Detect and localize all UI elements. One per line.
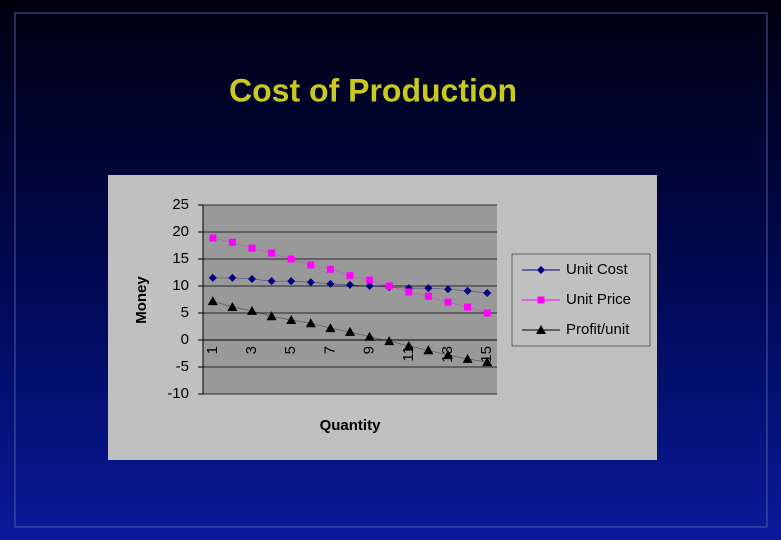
data-point <box>405 288 413 296</box>
data-point <box>444 285 452 294</box>
data-point <box>305 318 316 328</box>
y-tick-label: 5 <box>181 304 189 321</box>
data-point <box>268 249 276 257</box>
y-tick-label: 0 <box>181 331 189 348</box>
data-point <box>228 273 237 282</box>
x-tick-label: 7 <box>321 346 338 354</box>
slide-frame <box>14 12 768 528</box>
y-tick-label: 10 <box>172 277 189 294</box>
data-point <box>208 273 217 282</box>
data-point <box>464 303 472 311</box>
data-point <box>287 277 296 286</box>
y-tick-label: -10 <box>167 385 189 402</box>
data-point <box>326 279 335 288</box>
data-point <box>346 272 354 280</box>
data-point <box>325 323 336 333</box>
data-point <box>286 315 297 325</box>
data-point <box>207 296 218 306</box>
y-tick-label: -5 <box>176 358 189 375</box>
data-point <box>267 277 276 286</box>
data-point <box>424 284 433 293</box>
data-point <box>227 302 238 312</box>
legend-label: Profit/unit <box>566 321 630 338</box>
data-point <box>385 282 393 290</box>
data-point <box>345 326 355 336</box>
x-tick-label: 15 <box>478 346 495 363</box>
data-point <box>209 234 217 242</box>
plot-area <box>203 205 497 394</box>
data-point <box>482 357 493 367</box>
data-point <box>483 289 492 298</box>
data-point <box>463 286 472 295</box>
data-point <box>307 261 315 269</box>
data-point <box>248 274 256 283</box>
legend-marker <box>537 296 545 304</box>
data-point <box>444 298 452 306</box>
legend-label: Unit Cost <box>566 261 629 278</box>
x-axis-title: Quantity <box>320 417 381 434</box>
x-tick-label: 5 <box>282 346 299 354</box>
data-point <box>247 305 257 315</box>
y-axis-title: Money <box>133 276 150 324</box>
data-point <box>287 255 295 263</box>
x-tick-label: 9 <box>361 346 378 354</box>
data-point <box>346 280 354 289</box>
data-point <box>443 350 453 360</box>
y-tick-label: 20 <box>172 223 189 240</box>
data-point <box>306 278 315 287</box>
legend-marker <box>536 325 546 334</box>
data-point <box>365 282 374 290</box>
legend-label: Unit Price <box>566 291 631 308</box>
data-point <box>266 311 277 321</box>
data-point <box>228 238 236 246</box>
data-point <box>364 331 375 341</box>
data-point <box>424 292 432 300</box>
y-tick-label: 25 <box>172 196 189 213</box>
data-point <box>326 265 334 273</box>
data-point <box>483 309 491 317</box>
data-point <box>423 345 434 355</box>
data-point <box>462 353 473 363</box>
slide-title: Cost of Production <box>229 72 517 108</box>
x-tick-label: 1 <box>204 346 221 354</box>
legend-marker <box>537 266 545 274</box>
data-point <box>366 276 374 284</box>
x-tick-label: 3 <box>243 346 260 354</box>
data-point <box>384 336 395 346</box>
y-tick-label: 15 <box>172 250 189 267</box>
data-point <box>248 244 256 252</box>
data-point <box>403 340 414 350</box>
